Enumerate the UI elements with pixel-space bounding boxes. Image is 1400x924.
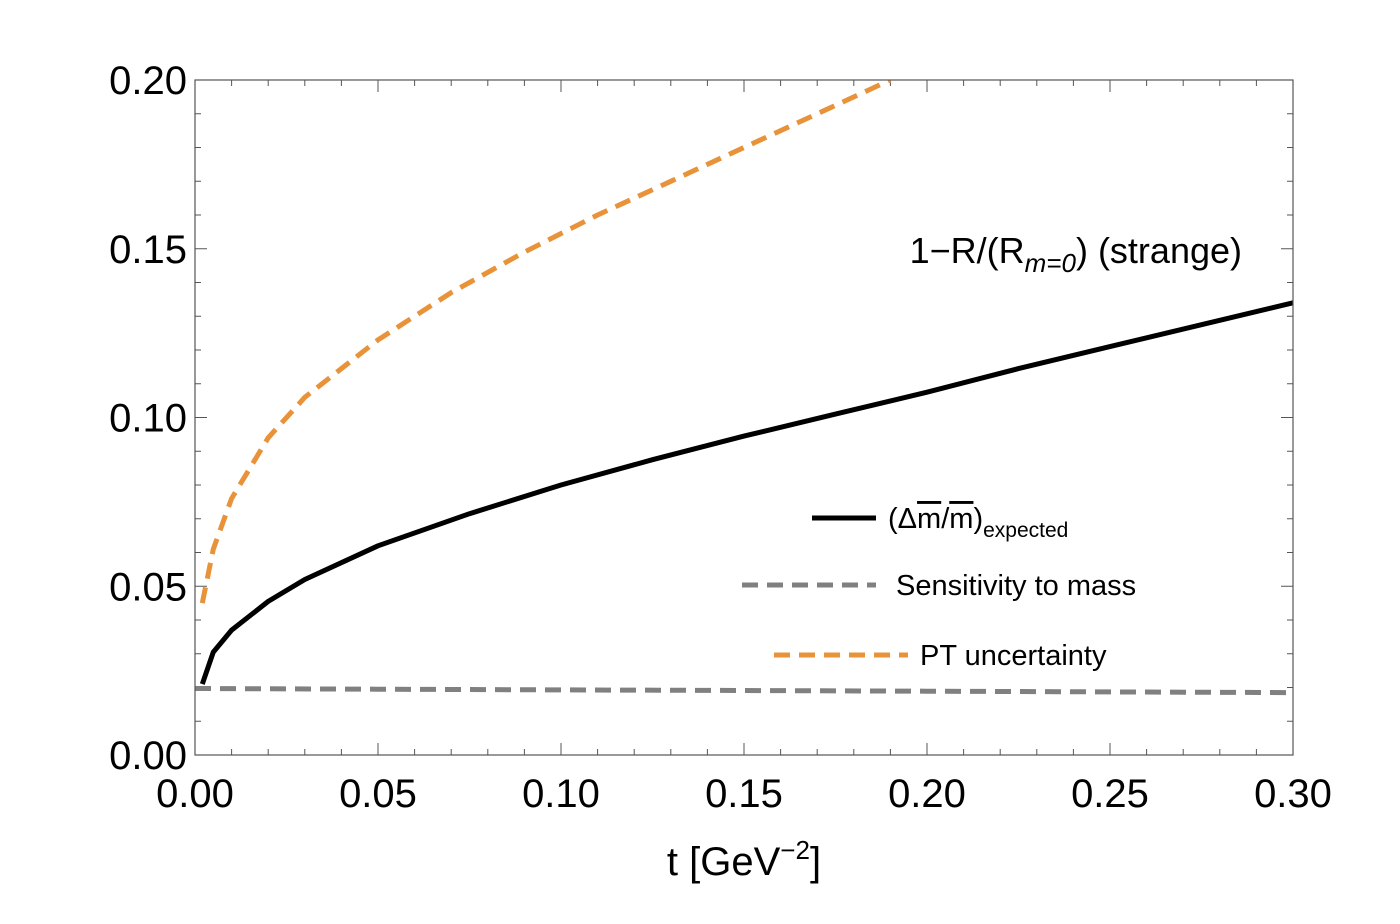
tick-labels-layer: 0.00 0.05 0.10 0.15 0.20 0.25 0.30 0.00 0.05 0.10…	[109, 59, 1332, 816]
y-tick-label: 0.00	[109, 734, 187, 778]
legend-label: (Δm/m)expected	[888, 503, 1068, 542]
x-tick-label: 0.15	[705, 772, 783, 816]
x-tick-label: 0.00	[156, 772, 234, 816]
pt-uncertainty-line	[199, 80, 892, 604]
x-tick-label: 0.10	[522, 772, 600, 816]
x-tick-label: 0.30	[1254, 772, 1332, 816]
x-tick-label: 0.25	[1071, 772, 1149, 816]
y-tick-label: 0.05	[109, 565, 187, 609]
inset-title: 1−R/(Rm=0) (strange)	[910, 230, 1242, 278]
y-tick-label: 0.20	[109, 59, 187, 103]
legend-label: Sensitivity to mass	[896, 570, 1136, 602]
legend: (Δm/m)expected Sensitivity to mass PT unce…	[742, 503, 1136, 672]
y-tick-label: 0.15	[109, 228, 187, 272]
mass-shift-expected-line	[199, 300, 1293, 685]
sensitivity-to-mass-line	[195, 686, 1293, 696]
ticks-layer	[194, 79, 1294, 756]
x-axis-title: t [GeV−2]	[667, 835, 821, 884]
x-tick-label: 0.05	[339, 772, 417, 816]
series-layer	[195, 80, 1293, 696]
x-tick-label: 0.20	[888, 772, 966, 816]
plot-frame	[194, 79, 1294, 756]
legend-label: PT uncertainty	[920, 640, 1107, 672]
y-tick-label: 0.10	[109, 397, 187, 441]
